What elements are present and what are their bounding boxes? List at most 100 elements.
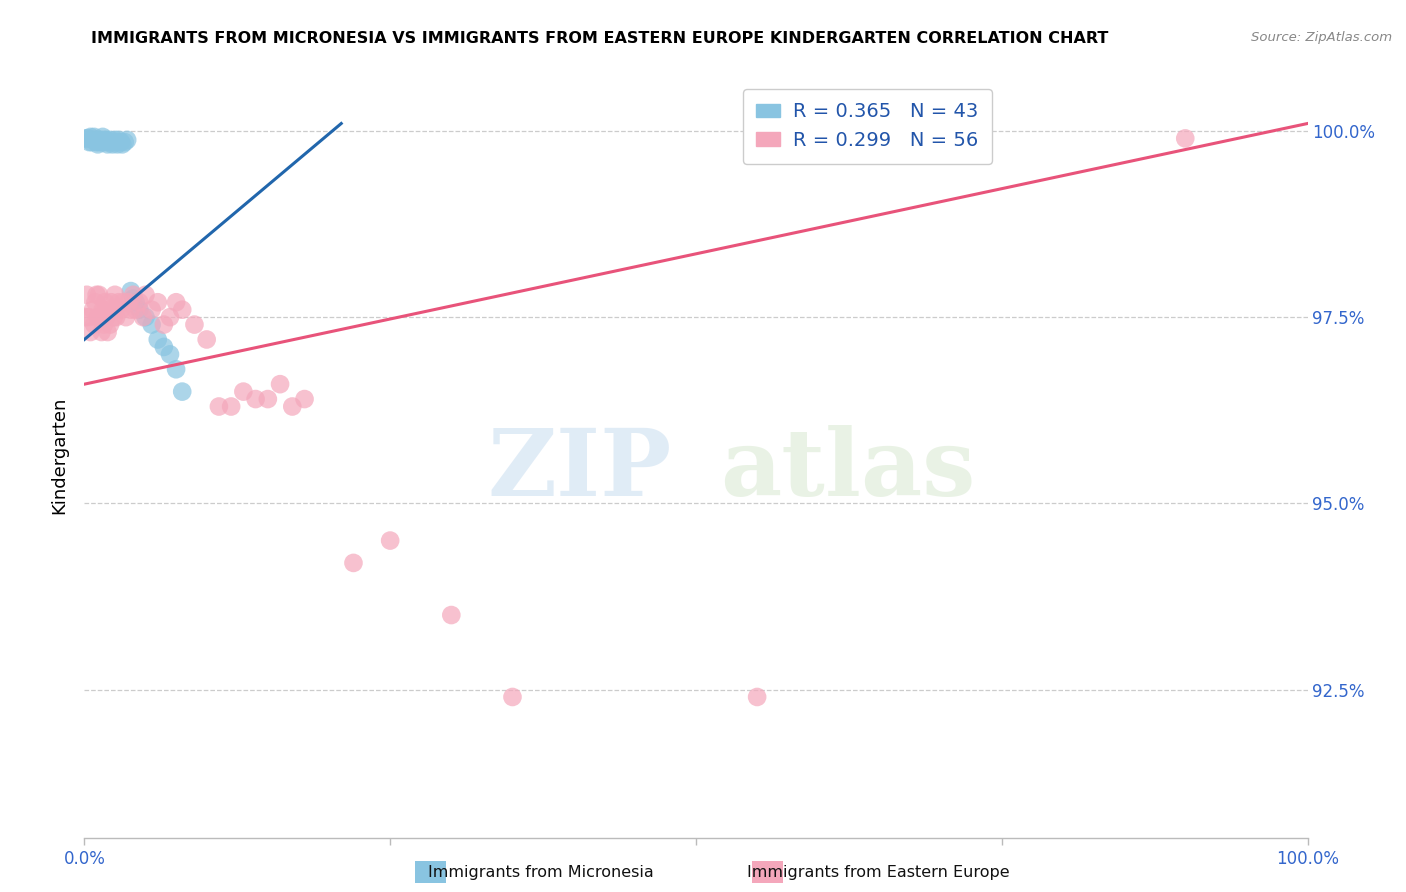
Point — [97, 302, 120, 317]
Point — [84, 295, 107, 310]
Point — [165, 362, 187, 376]
Point — [120, 284, 142, 298]
Point — [146, 295, 169, 310]
Point — [281, 400, 304, 414]
Point — [80, 135, 103, 149]
Point — [91, 302, 114, 317]
Point — [195, 333, 218, 347]
Text: Source: ZipAtlas.com: Source: ZipAtlas.com — [1251, 31, 1392, 45]
Point — [269, 377, 291, 392]
Point — [103, 310, 125, 325]
Point — [208, 400, 231, 414]
Point — [77, 310, 100, 325]
Point — [87, 133, 110, 147]
Point — [380, 533, 402, 548]
Point — [172, 302, 194, 317]
Point — [87, 287, 110, 301]
Point — [135, 310, 157, 325]
Point — [747, 690, 769, 704]
Point — [76, 287, 98, 301]
Point — [440, 608, 463, 623]
Point — [94, 135, 117, 149]
Text: ZIP: ZIP — [488, 425, 672, 516]
Point — [141, 302, 163, 317]
Point — [294, 392, 316, 406]
Legend: R = 0.365   N = 43, R = 0.299   N = 56: R = 0.365 N = 43, R = 0.299 N = 56 — [742, 88, 993, 164]
Point — [98, 133, 121, 147]
Point — [183, 318, 205, 332]
Point — [91, 129, 114, 144]
Text: Immigrants from Eastern Europe: Immigrants from Eastern Europe — [748, 865, 1010, 880]
Point — [114, 135, 136, 149]
Point — [83, 318, 105, 332]
Point — [90, 135, 112, 149]
Point — [146, 333, 169, 347]
Text: Immigrants from Micronesia: Immigrants from Micronesia — [429, 865, 654, 880]
Point — [120, 302, 142, 317]
Point — [97, 135, 120, 149]
Point — [82, 133, 104, 147]
Point — [79, 325, 101, 339]
Point — [86, 287, 108, 301]
Point — [97, 137, 120, 152]
Point — [104, 133, 127, 147]
Y-axis label: Kindergarten: Kindergarten — [51, 396, 69, 514]
Point — [110, 135, 132, 149]
Point — [122, 292, 145, 306]
Point — [153, 318, 176, 332]
Point — [104, 287, 127, 301]
Point — [107, 295, 129, 310]
Point — [77, 131, 100, 145]
Point — [342, 556, 364, 570]
Point — [100, 295, 122, 310]
Point — [159, 347, 181, 361]
Point — [1174, 131, 1197, 145]
Point — [125, 295, 148, 310]
Point — [77, 135, 100, 149]
Text: IMMIGRANTS FROM MICRONESIA VS IMMIGRANTS FROM EASTERN EUROPE KINDERGARTEN CORREL: IMMIGRANTS FROM MICRONESIA VS IMMIGRANTS… — [91, 31, 1109, 46]
Point — [115, 133, 138, 147]
Point — [232, 384, 254, 399]
Point — [87, 310, 110, 325]
Point — [90, 325, 112, 339]
Point — [135, 287, 157, 301]
Point — [87, 135, 110, 149]
Point — [110, 302, 132, 317]
Point — [105, 310, 128, 325]
Point — [97, 325, 120, 339]
Point — [122, 287, 145, 301]
Point — [101, 137, 124, 152]
Point — [105, 135, 128, 149]
Point — [141, 318, 163, 332]
Point — [159, 310, 181, 325]
Point — [93, 133, 115, 147]
Point — [257, 392, 280, 406]
Point — [111, 137, 134, 152]
Point — [107, 133, 129, 147]
Point — [165, 295, 187, 310]
Point — [98, 318, 121, 332]
Point — [96, 310, 118, 325]
Point — [245, 392, 267, 406]
Point — [75, 310, 97, 325]
Point — [93, 318, 115, 332]
Point — [89, 133, 111, 147]
Point — [94, 295, 117, 310]
Point — [89, 310, 111, 325]
Point — [153, 340, 176, 354]
Point — [87, 137, 110, 152]
Point — [96, 133, 118, 147]
Point — [83, 129, 105, 144]
Point — [86, 135, 108, 149]
Point — [105, 137, 128, 152]
Point — [128, 295, 150, 310]
Point — [82, 302, 104, 317]
Point — [132, 310, 155, 325]
Point — [91, 135, 114, 149]
Point — [100, 135, 122, 149]
Point — [79, 129, 101, 144]
Point — [75, 131, 97, 145]
Point — [112, 295, 135, 310]
Point — [125, 302, 148, 317]
Text: atlas: atlas — [720, 425, 976, 516]
